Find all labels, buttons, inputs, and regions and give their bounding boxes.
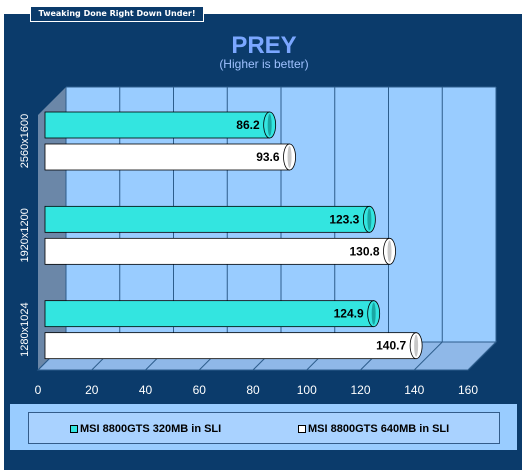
chart-title: PREY (231, 32, 297, 59)
legend (28, 412, 500, 444)
gridline-floor (413, 341, 443, 371)
legend-item-series-1: MSI 8800GTS 320MB in SLI (70, 423, 221, 435)
bar (44, 111, 271, 139)
legend-item-series-2: MSI 8800GTS 640MB in SLI (298, 423, 449, 435)
x-tick-label: 80 (246, 383, 260, 397)
data-label: 140.7 (376, 339, 406, 353)
legend-swatch-series-1 (70, 425, 78, 433)
x-tick-label: 60 (193, 383, 207, 397)
gridline-floor (467, 341, 497, 371)
bar-cap-shade (287, 146, 292, 168)
bar (44, 237, 390, 265)
site-banner: Tweaking Done Right Down Under! (30, 6, 204, 22)
bar (44, 332, 417, 360)
bar-cap-shade (387, 240, 392, 263)
bar-cap-shade (367, 208, 372, 231)
x-tick-label: 0 (35, 383, 42, 397)
bar-cap-shade (414, 334, 419, 357)
x-tick-label: 100 (297, 383, 317, 397)
category-label: 1280x1024 (19, 302, 31, 356)
legend-label-series-2: MSI 8800GTS 640MB in SLI (308, 423, 450, 435)
bar-cap-shade (371, 302, 376, 325)
bar (44, 300, 375, 328)
chart-subtitle: (Higher is better) (219, 57, 309, 71)
data-label: 123.3 (329, 212, 359, 226)
data-label: 130.8 (349, 244, 379, 258)
category-label: 2560x1600 (19, 114, 31, 168)
legend-label-series-1: MSI 8800GTS 320MB in SLI (80, 423, 222, 435)
bar-cap-shade (267, 114, 272, 136)
data-label: 86.2 (236, 118, 260, 132)
bar (44, 143, 290, 171)
data-label: 124.9 (334, 307, 364, 321)
x-tick-label: 40 (139, 383, 153, 397)
x-tick-label: 120 (350, 383, 370, 397)
x-tick-label: 160 (458, 383, 478, 397)
bar (44, 205, 370, 233)
data-label: 93.6 (256, 150, 280, 164)
x-tick-label: 20 (85, 383, 99, 397)
category-label: 1920x1200 (19, 208, 31, 262)
legend-swatch-series-2 (298, 425, 306, 433)
x-tick-label: 140 (404, 383, 424, 397)
